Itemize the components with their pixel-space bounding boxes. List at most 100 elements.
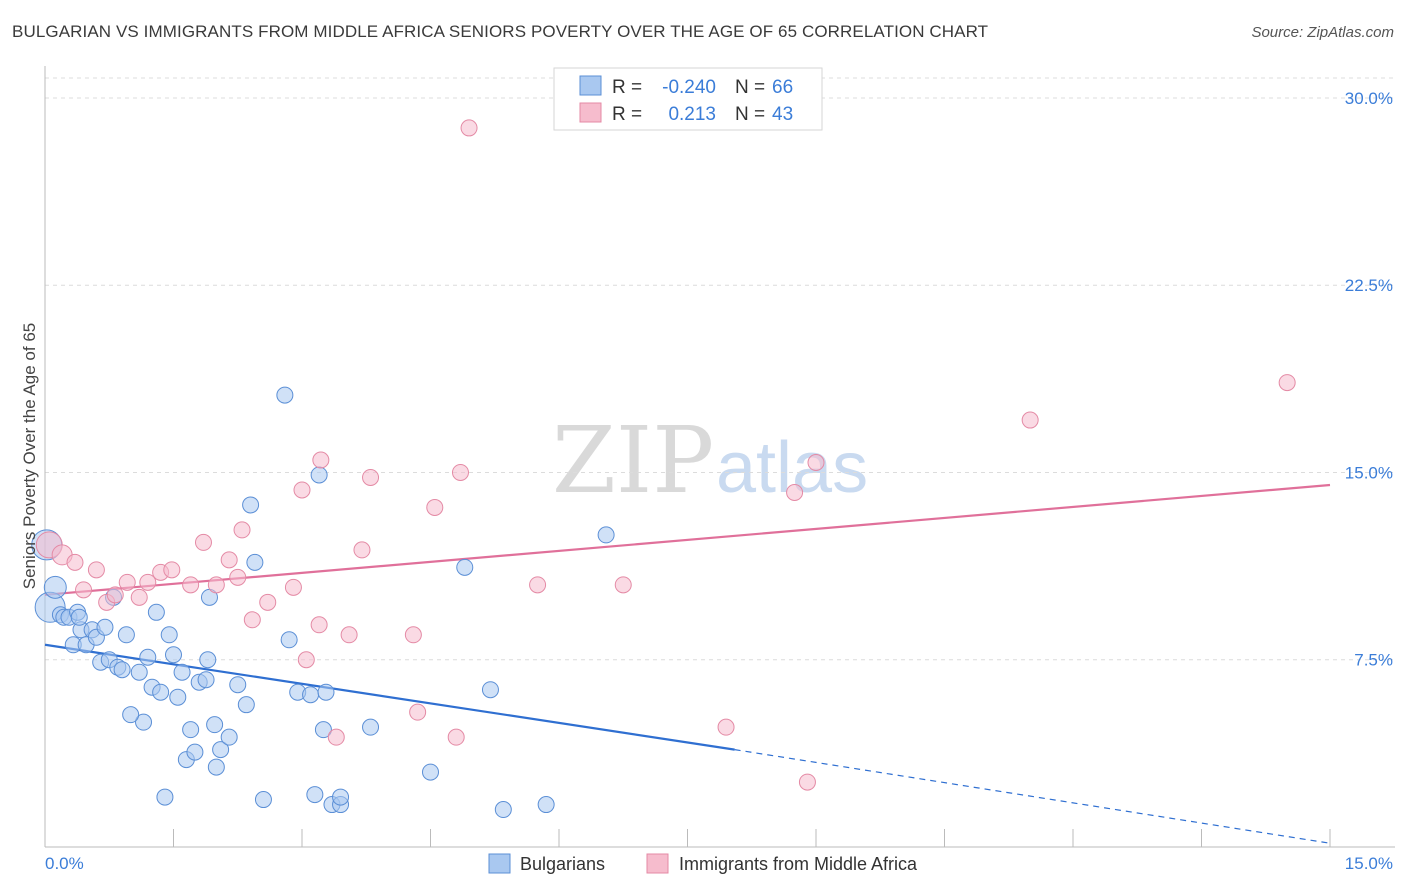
point-bulgarians	[314, 721, 332, 739]
point-bulgarians	[165, 646, 182, 664]
point-middle-africa	[75, 581, 93, 599]
point-middle-africa	[106, 586, 124, 604]
point-middle-africa	[207, 576, 225, 594]
point-bulgarians	[537, 796, 555, 814]
point-bulgarians	[173, 663, 191, 681]
watermark-zip: ZIP	[552, 407, 714, 514]
point-bulgarians	[310, 466, 328, 484]
point-bulgarians	[135, 713, 153, 731]
point-middle-africa	[362, 468, 380, 486]
point-bulgarians	[169, 688, 187, 706]
legend-swatch-pink	[579, 102, 602, 123]
point-bulgarians	[139, 648, 157, 666]
trend-line-bulgarians	[44, 643, 735, 751]
point-middle-africa	[259, 593, 277, 611]
legend-n-label-2: N =	[735, 104, 765, 125]
chart-title: BULGARIAN VS IMMIGRANTS FROM MIDDLE AFRI…	[12, 22, 989, 41]
legend-n-label-1: N =	[735, 77, 765, 98]
point-bulgarians	[276, 386, 294, 404]
point-middle-africa	[807, 454, 825, 471]
point-middle-africa	[404, 626, 422, 644]
point-bulgarians	[422, 763, 439, 781]
point-bulgarians	[70, 608, 88, 626]
bottom-legend-swatch-blue	[488, 853, 511, 874]
correlation-legend: R = -0.240 N = 66 R = 0.213 N = 43	[553, 67, 823, 131]
point-middle-africa	[87, 561, 105, 579]
point-bulgarians	[362, 718, 380, 736]
point-bulgarians	[494, 801, 512, 819]
x-tick-label-max: 15.0%	[1345, 854, 1393, 873]
axes	[44, 66, 1395, 848]
point-middle-africa	[447, 728, 465, 746]
legend-n-value-2: 43	[772, 104, 793, 125]
trend-lines	[44, 483, 1331, 844]
trend-line-bulgarians-extension	[734, 749, 1331, 844]
point-bulgarians	[332, 788, 350, 806]
point-bulgarians	[130, 663, 148, 681]
point-bulgarians	[182, 721, 200, 739]
point-middle-africa	[340, 626, 358, 644]
point-bulgarians	[254, 791, 272, 809]
point-middle-africa	[310, 616, 328, 634]
point-middle-africa	[1278, 374, 1296, 392]
point-bulgarians	[220, 728, 238, 746]
point-bulgarians	[229, 676, 247, 694]
point-bulgarians	[481, 681, 499, 699]
point-bulgarians	[280, 631, 298, 649]
point-middle-africa	[293, 481, 311, 499]
point-bulgarians	[597, 526, 615, 544]
trend-line-middle-africa	[44, 483, 1331, 596]
point-middle-africa	[229, 568, 247, 586]
point-bulgarians	[246, 553, 264, 571]
point-middle-africa	[353, 541, 371, 559]
series-bulgarians	[31, 386, 615, 819]
bottom-legend-bulgarians: Bulgarians	[520, 854, 605, 874]
source-label: Source: ZipAtlas.com	[1251, 24, 1394, 41]
point-middle-africa	[460, 119, 478, 137]
point-bulgarians	[197, 671, 215, 689]
point-bulgarians	[122, 706, 140, 724]
legend-swatch-blue	[579, 75, 602, 96]
point-middle-africa	[312, 451, 330, 469]
y-tick-label: 30.0%	[1345, 89, 1393, 108]
series-legend: Bulgarians Immigrants from Middle Africa	[488, 853, 918, 874]
point-bulgarians	[242, 496, 260, 514]
point-bulgarians	[302, 686, 320, 704]
point-middle-africa	[327, 728, 345, 746]
point-middle-africa	[130, 588, 148, 606]
point-middle-africa	[118, 573, 136, 591]
y-tick-label: 7.5%	[1354, 651, 1393, 670]
point-bulgarians	[237, 696, 255, 714]
bottom-legend-swatch-pink	[646, 853, 669, 874]
point-middle-africa	[139, 573, 157, 591]
point-middle-africa	[529, 576, 547, 594]
point-bulgarians	[96, 618, 114, 636]
point-bulgarians	[147, 603, 165, 621]
point-middle-africa	[220, 551, 238, 569]
legend-r-value-2: 0.213	[668, 104, 716, 125]
point-bulgarians	[199, 651, 217, 669]
point-middle-africa	[798, 773, 816, 791]
point-bulgarians	[156, 788, 174, 806]
bottom-legend-middle-africa: Immigrants from Middle Africa	[679, 854, 918, 874]
point-bulgarians	[117, 626, 135, 644]
point-middle-africa	[786, 483, 804, 501]
point-middle-africa	[297, 651, 315, 669]
point-bulgarians	[113, 661, 131, 679]
point-middle-africa	[66, 553, 84, 571]
point-middle-africa	[717, 718, 735, 736]
series-middle-africa	[35, 119, 1296, 791]
point-middle-africa	[409, 703, 427, 721]
point-middle-africa	[182, 576, 200, 594]
point-middle-africa	[194, 533, 212, 551]
point-bulgarians	[43, 575, 67, 599]
point-bulgarians	[206, 716, 224, 734]
point-bulgarians	[456, 558, 474, 576]
point-bulgarians	[212, 741, 230, 759]
point-middle-africa	[163, 561, 181, 579]
point-middle-africa	[243, 611, 261, 629]
point-middle-africa	[1021, 411, 1039, 429]
legend-n-value-1: 66	[772, 77, 793, 98]
point-middle-africa	[426, 498, 444, 516]
